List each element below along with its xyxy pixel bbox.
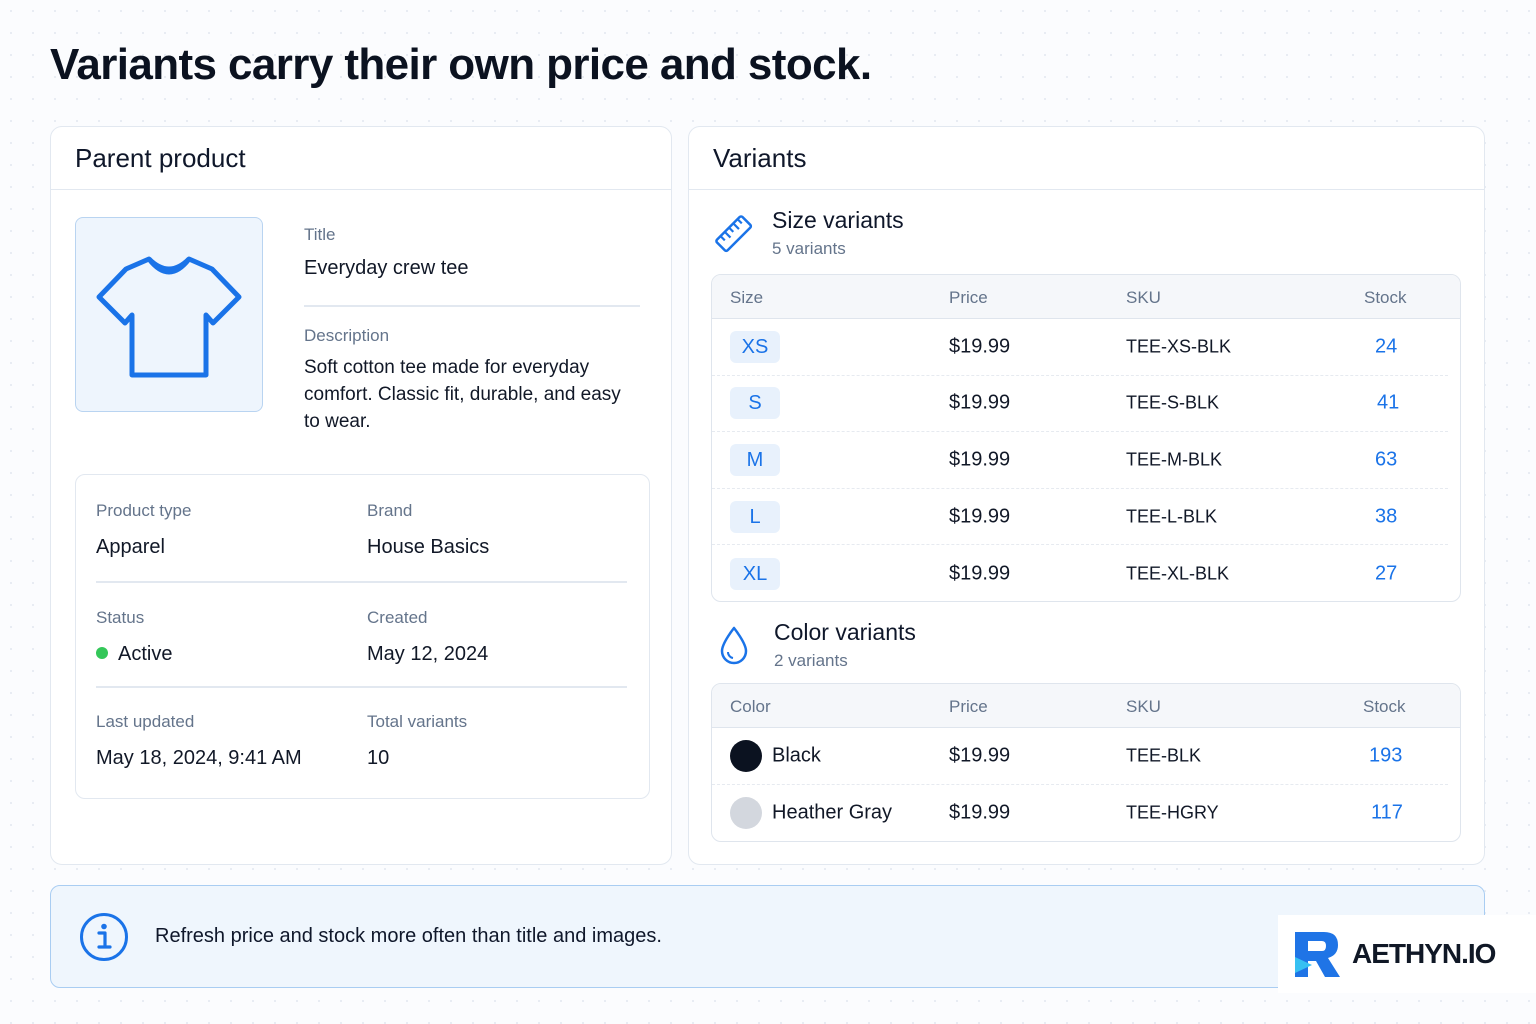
parent-product-heading: Parent product	[51, 127, 671, 190]
column-header-stock: Stock	[1363, 697, 1406, 716]
description-label: Description	[304, 326, 390, 345]
meta-divider	[96, 581, 627, 583]
tshirt-icon	[96, 256, 242, 377]
color-name: Heather Gray	[772, 801, 893, 824]
size-badge: XS	[730, 330, 780, 363]
column-header-color: Color	[730, 697, 771, 716]
logo-wordmark: AETHYN.IO	[1352, 938, 1496, 969]
brand-field: Brand House Basics	[367, 501, 489, 559]
price-cell: $19.99	[949, 744, 1011, 767]
parent-product-card: Parent product Title Everyday crew tee D…	[50, 126, 672, 865]
variants-heading: Variants	[689, 127, 1484, 190]
stock-cell: 41	[1377, 391, 1400, 414]
total-variants-label: Total variants	[367, 712, 468, 731]
last-updated-value: May 18, 2024, 9:41 AM	[96, 747, 302, 769]
size-variants-header: Size variants 5 variants	[713, 207, 904, 259]
title-label: Title	[304, 225, 336, 244]
color-variants-header: Color variants 2 variants	[713, 619, 916, 671]
status-badge: Active	[96, 643, 172, 666]
table-row[interactable]: Black $19.99 TEE-BLK 193	[712, 728, 1448, 785]
title-divider	[304, 305, 640, 307]
stock-cell: 193	[1369, 744, 1403, 767]
price-cell: $19.99	[949, 335, 1011, 358]
sku-cell: TEE-XS-BLK	[1126, 336, 1232, 357]
created-field: Created May 12, 2024	[367, 608, 488, 666]
size-badge: S	[730, 387, 780, 420]
variants-card: Variants Size variants 5 variants Size P…	[688, 126, 1485, 865]
size-badge: M	[730, 443, 780, 476]
status-dot-icon	[96, 647, 108, 659]
size-variants-count: 5 variants	[772, 239, 846, 258]
stock-cell: 63	[1375, 448, 1398, 471]
table-row[interactable]: Heather Gray $19.99 TEE-HGRY 117	[712, 785, 1448, 841]
sku-cell: TEE-HGRY	[1126, 802, 1219, 823]
aethyn-logo-icon	[1295, 932, 1340, 977]
meta-divider	[96, 686, 627, 688]
product-metadata: Product type Apparel Brand House Basics …	[75, 474, 650, 799]
table-row[interactable]: XL $19.99 TEE-XL-BLK 27	[712, 545, 1448, 601]
price-cell: $19.99	[949, 505, 1011, 528]
status-field: Status Active	[96, 608, 172, 666]
total-variants-field: Total variants 10	[367, 712, 467, 770]
color-swatch-heather-gray	[730, 796, 762, 829]
color-variants-table: Color Price SKU Stock Black $19.99 TEE-B…	[711, 683, 1461, 842]
column-header-sku: SKU	[1126, 697, 1161, 716]
brand-value: House Basics	[367, 536, 490, 558]
price-cell: $19.99	[949, 801, 1011, 824]
stock-cell: 24	[1375, 335, 1398, 358]
table-row[interactable]: M $19.99 TEE-M-BLK 63	[712, 432, 1448, 489]
color-variants-title: Color variants	[774, 619, 916, 645]
last-updated-label: Last updated	[96, 712, 195, 731]
color-swatch-black	[730, 739, 762, 772]
brand-logo: AETHYN.IO	[1278, 915, 1536, 993]
color-name: Black	[772, 744, 821, 767]
color-variants-count: 2 variants	[774, 651, 848, 670]
sku-cell: TEE-BLK	[1126, 745, 1202, 766]
size-variants-title: Size variants	[772, 207, 904, 233]
stock-cell: 27	[1375, 562, 1398, 585]
title-value: Everyday crew tee	[304, 257, 469, 279]
price-cell: $19.99	[949, 448, 1011, 471]
product-image	[75, 217, 263, 412]
info-callout: Refresh price and stock more often than …	[50, 885, 1485, 988]
table-header: Size Price SKU Stock	[712, 275, 1460, 319]
column-header-price: Price	[949, 288, 988, 307]
size-badge: L	[730, 500, 780, 533]
info-icon	[80, 913, 128, 961]
product-type-value: Apparel	[96, 536, 165, 558]
sku-cell: TEE-L-BLK	[1126, 506, 1218, 527]
status-value: Active	[118, 643, 173, 665]
ruler-icon	[715, 215, 753, 253]
total-variants-value: 10	[367, 747, 390, 769]
column-header-price: Price	[949, 697, 988, 716]
droplet-icon	[720, 626, 748, 665]
size-variants-table: Size Price SKU Stock XS $19.99 TEE-XS-BL…	[711, 274, 1461, 602]
stock-cell: 117	[1371, 801, 1403, 824]
page-title: Variants carry their own price and stock…	[50, 40, 872, 89]
price-cell: $19.99	[949, 391, 1011, 414]
brand-label: Brand	[367, 501, 413, 520]
status-label: Status	[96, 608, 145, 627]
product-type-label: Product type	[96, 501, 192, 520]
table-header: Color Price SKU Stock	[712, 684, 1460, 728]
callout-text: Refresh price and stock more often than …	[155, 925, 662, 947]
description-value: Soft cotton tee made for everyday comfor…	[304, 357, 621, 432]
column-header-size: Size	[730, 288, 764, 307]
created-value: May 12, 2024	[367, 643, 489, 665]
table-row[interactable]: L $19.99 TEE-L-BLK 38	[712, 489, 1448, 546]
product-type-field: Product type Apparel	[96, 501, 191, 559]
created-label: Created	[367, 608, 428, 627]
size-badge: XL	[730, 557, 780, 590]
stock-cell: 38	[1375, 505, 1398, 528]
column-header-sku: SKU	[1126, 288, 1161, 307]
sku-cell: TEE-M-BLK	[1126, 449, 1223, 470]
price-cell: $19.99	[949, 562, 1011, 585]
column-header-stock: Stock	[1364, 288, 1407, 307]
sku-cell: TEE-S-BLK	[1126, 392, 1220, 413]
last-updated-field: Last updated May 18, 2024, 9:41 AM	[96, 712, 302, 770]
table-row[interactable]: S $19.99 TEE-S-BLK 41	[712, 376, 1448, 433]
sku-cell: TEE-XL-BLK	[1126, 563, 1230, 584]
table-row[interactable]: XS $19.99 TEE-XS-BLK 24	[712, 319, 1448, 376]
